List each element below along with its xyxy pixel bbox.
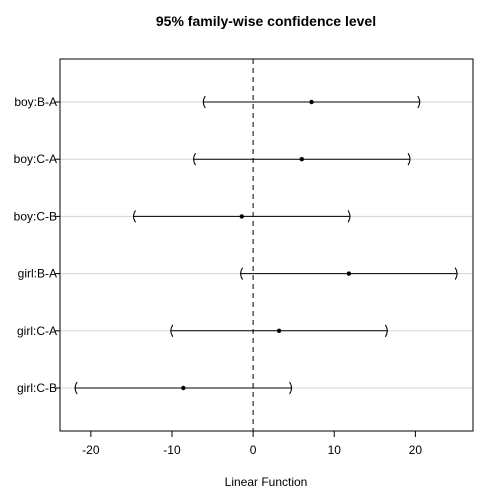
estimate-point bbox=[346, 271, 352, 276]
y-tick-label: boy:C-B bbox=[14, 209, 57, 223]
x-axis-label: Linear Function bbox=[225, 475, 308, 489]
interval-upper-bracket bbox=[417, 95, 421, 109]
x-tick-label: -20 bbox=[82, 443, 100, 457]
y-axis: boy:B-A boy:C-A boy:C-B girl:B-A girl:C-A gir… bbox=[14, 95, 60, 395]
chart-title: 95% family-wise confidence level bbox=[156, 13, 376, 29]
interval-lower-bracket bbox=[133, 210, 136, 223]
interval-upper-bracket bbox=[407, 152, 411, 166]
interval-lower-bracket bbox=[74, 381, 78, 395]
estimate-point bbox=[299, 157, 304, 162]
x-tick-label: 10 bbox=[328, 443, 342, 457]
interval-lower-bracket bbox=[240, 267, 244, 280]
estimate-point bbox=[276, 328, 282, 333]
grid-lines bbox=[60, 101, 473, 389]
interval-lower-bracket bbox=[202, 95, 206, 109]
plot-frame bbox=[59, 58, 474, 432]
interval-upper-bracket bbox=[289, 381, 293, 395]
y-tick-label: girl:B-A bbox=[18, 267, 57, 281]
interval-lower-bracket bbox=[193, 152, 196, 166]
interval-upper-bracket bbox=[454, 267, 458, 280]
estimate-point bbox=[309, 99, 314, 105]
y-tick-label: boy:B-A bbox=[14, 95, 57, 109]
x-tick-label: 20 bbox=[409, 443, 423, 457]
y-tick-label: girl:C-A bbox=[17, 324, 57, 338]
intervals bbox=[74, 95, 458, 395]
y-tick-label: girl:C-B bbox=[17, 381, 57, 395]
x-tick-label: 0 bbox=[250, 443, 257, 457]
x-tick-label: -10 bbox=[163, 443, 181, 457]
estimate-point bbox=[181, 385, 186, 391]
y-tick-label: boy:C-A bbox=[14, 152, 57, 166]
interval-upper-bracket bbox=[347, 210, 351, 223]
x-axis: -20 -10 0 10 20 bbox=[82, 431, 422, 457]
interval-upper-bracket bbox=[384, 324, 388, 338]
interval-lower-bracket bbox=[170, 324, 174, 338]
estimate-point bbox=[239, 214, 244, 219]
